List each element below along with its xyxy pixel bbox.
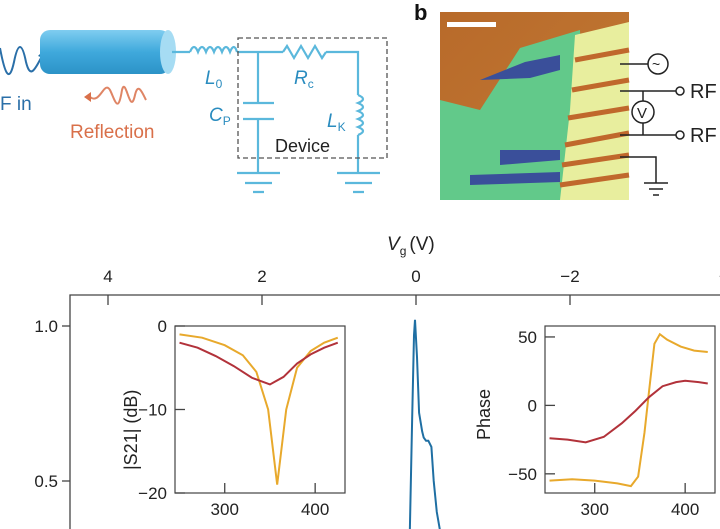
resistor-rc-icon xyxy=(282,43,327,61)
series-line xyxy=(179,333,339,485)
x-tick-label: 300 xyxy=(211,500,239,519)
device-micrograph xyxy=(440,12,630,200)
inductor-lk-icon xyxy=(355,93,365,137)
inductor-l0-icon xyxy=(188,45,239,55)
voltmeter-icon xyxy=(631,100,655,124)
inset-s21-frame xyxy=(174,325,346,494)
series-line xyxy=(549,332,708,488)
y-tick-label: −10 xyxy=(138,401,167,420)
reflection-arrow-icon xyxy=(84,92,91,102)
series-line xyxy=(179,341,339,386)
x-tick-label: 300 xyxy=(581,500,609,519)
lk-label: LK xyxy=(327,111,346,134)
l0-label: L0 xyxy=(205,68,223,91)
voltmeter-symbol: V xyxy=(637,105,647,122)
inset-phase-ylabel: Phase xyxy=(474,389,494,440)
panel-a: F in Reflection L0 Rc CP LK Device xyxy=(0,30,388,194)
reflection-label: Reflection xyxy=(70,122,155,143)
measurement-circuit xyxy=(620,53,685,196)
inset-s21: 300 400 0 −10 −20 |S21| (dB) xyxy=(121,317,346,519)
x-tick-label: 0 xyxy=(411,267,420,286)
coax-cable-icon xyxy=(40,30,176,74)
circuit-diagram xyxy=(172,43,380,194)
rf-in-wave-icon xyxy=(0,46,43,75)
rf-label-1: RF xyxy=(690,81,717,103)
capacitor-cp-icon xyxy=(243,101,274,121)
x-tick-label: 2 xyxy=(257,267,266,286)
rc-label: Rc xyxy=(294,68,314,91)
inset-s21-plot: 300 400 0 −10 −20 xyxy=(138,317,339,519)
reflection-wave-icon xyxy=(89,85,147,105)
rf-terminal-1 xyxy=(675,86,685,96)
y-tick-label: −50 xyxy=(508,465,537,484)
ground-right-icon xyxy=(337,171,380,194)
x-tick-label: 400 xyxy=(301,500,329,519)
x-tick-label: 400 xyxy=(671,500,699,519)
ground-icon xyxy=(620,156,668,196)
y-tick-label: 50 xyxy=(518,328,537,347)
ac-source-icon xyxy=(647,53,669,75)
y-tick-label: −20 xyxy=(138,484,167,503)
y-tick-label: 1.0 xyxy=(34,317,58,336)
ground-left-icon xyxy=(237,171,280,194)
x-axis-label: Vg (V) xyxy=(387,234,435,258)
inset-s21-ylabel: |S21| (dB) xyxy=(121,390,141,470)
y-tick-label: 0.5 xyxy=(34,472,58,491)
panel-b-label: b xyxy=(414,0,427,25)
ac-source-symbol: ~ xyxy=(652,56,660,72)
inset-phase-frame xyxy=(544,325,716,494)
main-axes xyxy=(69,294,720,529)
x-tick-label: −2 xyxy=(560,267,579,286)
series-line xyxy=(549,379,708,444)
rf-terminal-2 xyxy=(675,130,685,140)
y-tick-label: 0 xyxy=(528,396,537,415)
panel-b: b ~ V RF RF xyxy=(414,0,717,200)
y-tick-label: 0 xyxy=(158,317,167,336)
cp-label: CP xyxy=(209,105,231,128)
main-chart: Vg(V) 420−2−1.00.5 xyxy=(34,234,720,529)
series-line xyxy=(408,319,441,529)
x-tick-label: 4 xyxy=(103,267,112,286)
main-ticks: 420−2−1.00.5 xyxy=(34,267,720,491)
device-box xyxy=(237,37,388,159)
rf-in-label: F in xyxy=(0,94,32,115)
scale-bar xyxy=(447,22,496,27)
device-label: Device xyxy=(275,136,330,156)
rf-label-2: RF xyxy=(690,125,717,147)
